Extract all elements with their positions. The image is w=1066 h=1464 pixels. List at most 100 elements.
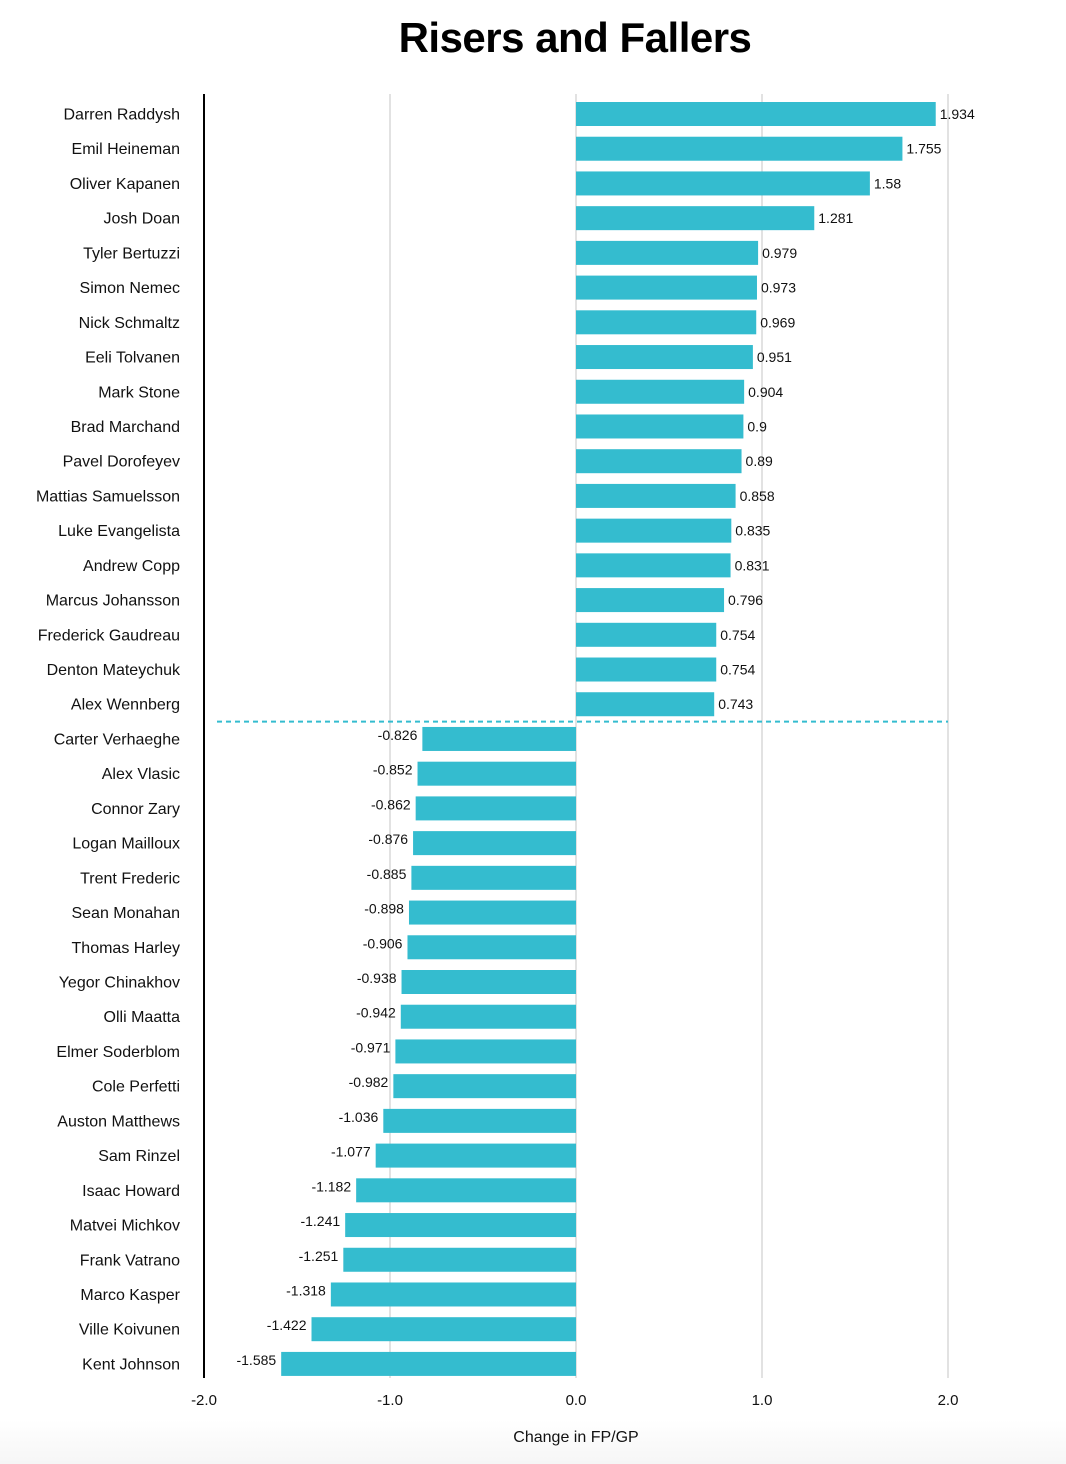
- bar: [576, 622, 717, 647]
- value-label: 0.835: [735, 523, 770, 539]
- category-label: Pavel Dorofeyev: [63, 454, 180, 471]
- bar: [407, 935, 576, 960]
- category-label: Sean Monahan: [71, 905, 180, 922]
- value-label: 0.979: [762, 245, 797, 261]
- bar: [576, 240, 759, 265]
- bar: [413, 831, 576, 856]
- category-label: Marco Kasper: [80, 1287, 180, 1304]
- bar: [576, 414, 744, 439]
- bar: [395, 1039, 576, 1064]
- category-label: Matvei Michkov: [70, 1218, 180, 1235]
- category-label: Cole Perfetti: [92, 1079, 180, 1096]
- bar: [576, 588, 725, 613]
- x-tick-label: -2.0: [191, 1392, 217, 1409]
- bar: [383, 1108, 576, 1133]
- bar: [576, 553, 731, 578]
- value-label: -0.898: [364, 901, 404, 917]
- value-label: -0.862: [371, 796, 411, 812]
- value-label: 0.89: [746, 453, 773, 469]
- value-label: -1.182: [311, 1178, 351, 1194]
- category-label: Luke Evangelista: [58, 523, 180, 540]
- chart-title: Risers and Fallers: [398, 14, 752, 61]
- category-label: Darren Raddysh: [64, 107, 181, 124]
- category-label: Connor Zary: [91, 801, 180, 818]
- category-label: Nick Schmaltz: [79, 315, 180, 332]
- category-label: Thomas Harley: [72, 940, 180, 957]
- category-label: Eeli Tolvanen: [85, 350, 180, 367]
- value-label: -0.876: [368, 831, 408, 847]
- category-label: Mattias Samuelsson: [36, 488, 180, 505]
- bar: [311, 1317, 576, 1342]
- value-label: -1.585: [236, 1352, 276, 1368]
- category-label: Andrew Copp: [83, 558, 180, 575]
- value-label: -0.852: [373, 762, 413, 778]
- bar: [330, 1282, 576, 1307]
- bar: [417, 761, 576, 786]
- bar: [576, 449, 742, 474]
- bar: [576, 206, 815, 231]
- bar: [356, 1178, 576, 1203]
- value-label: 0.9: [747, 418, 767, 434]
- bar: [576, 518, 732, 543]
- bar: [401, 970, 576, 994]
- value-label: 0.754: [720, 627, 755, 643]
- category-label: Denton Mateychuk: [47, 662, 181, 679]
- value-label: 0.858: [740, 488, 775, 504]
- bar: [576, 102, 936, 126]
- value-label: -0.971: [351, 1039, 391, 1055]
- value-label: 0.904: [748, 384, 783, 400]
- category-label: Alex Vlasic: [102, 766, 180, 783]
- bar: [281, 1351, 576, 1376]
- value-label: 0.951: [757, 349, 792, 365]
- category-label: Oliver Kapanen: [70, 176, 180, 193]
- category-label: Kent Johnson: [82, 1356, 180, 1373]
- value-label: -0.885: [367, 866, 407, 882]
- category-label: Brad Marchand: [71, 419, 180, 436]
- x-axis-title: Change in FP/GP: [513, 1429, 638, 1446]
- x-tick-label: 1.0: [752, 1392, 773, 1409]
- bar: [400, 1004, 576, 1029]
- category-label: Mark Stone: [98, 384, 180, 401]
- bar: [408, 900, 576, 925]
- value-label: 1.281: [818, 210, 853, 226]
- value-label: -0.906: [363, 935, 403, 951]
- category-label: Frank Vatrano: [80, 1252, 180, 1269]
- category-label: Trent Frederic: [80, 870, 180, 887]
- category-label: Auston Matthews: [57, 1113, 180, 1130]
- value-label: -0.938: [357, 970, 397, 986]
- value-label: 0.831: [735, 557, 770, 573]
- bar: [576, 657, 717, 682]
- category-label: Ville Koivunen: [79, 1322, 180, 1339]
- category-label: Isaac Howard: [82, 1183, 180, 1200]
- bar: [576, 379, 745, 404]
- bar: [576, 136, 903, 161]
- value-label: 1.934: [940, 106, 975, 122]
- value-label: -1.318: [286, 1282, 326, 1298]
- bar: [576, 310, 757, 335]
- bar: [576, 345, 753, 370]
- value-label: -1.077: [331, 1144, 371, 1160]
- value-label: -1.422: [267, 1317, 307, 1333]
- category-labels: Darren Raddysh Emil Heineman Oliver Kapane…: [36, 107, 181, 1374]
- value-label: 0.754: [720, 662, 755, 678]
- value-label: 1.755: [906, 141, 941, 157]
- bar: [343, 1247, 576, 1272]
- value-label: -1.251: [299, 1248, 339, 1264]
- value-label: -0.982: [349, 1074, 389, 1090]
- value-label: 0.973: [761, 280, 796, 296]
- category-label: Elmer Soderblom: [56, 1044, 180, 1061]
- value-label: -1.241: [300, 1213, 340, 1229]
- category-label: Alex Wennberg: [71, 697, 180, 714]
- bar: [576, 171, 870, 196]
- category-label: Frederick Gaudreau: [38, 627, 180, 644]
- value-label: -1.036: [339, 1109, 379, 1125]
- bar: [422, 726, 576, 751]
- bar: [576, 275, 757, 300]
- value-label: 1.58: [874, 175, 901, 191]
- x-tick-label: 2.0: [938, 1392, 959, 1409]
- category-label: Emil Heineman: [72, 141, 180, 158]
- category-label: Sam Rinzel: [98, 1148, 180, 1165]
- bar: [393, 1074, 576, 1099]
- x-tick-label: -1.0: [377, 1392, 403, 1409]
